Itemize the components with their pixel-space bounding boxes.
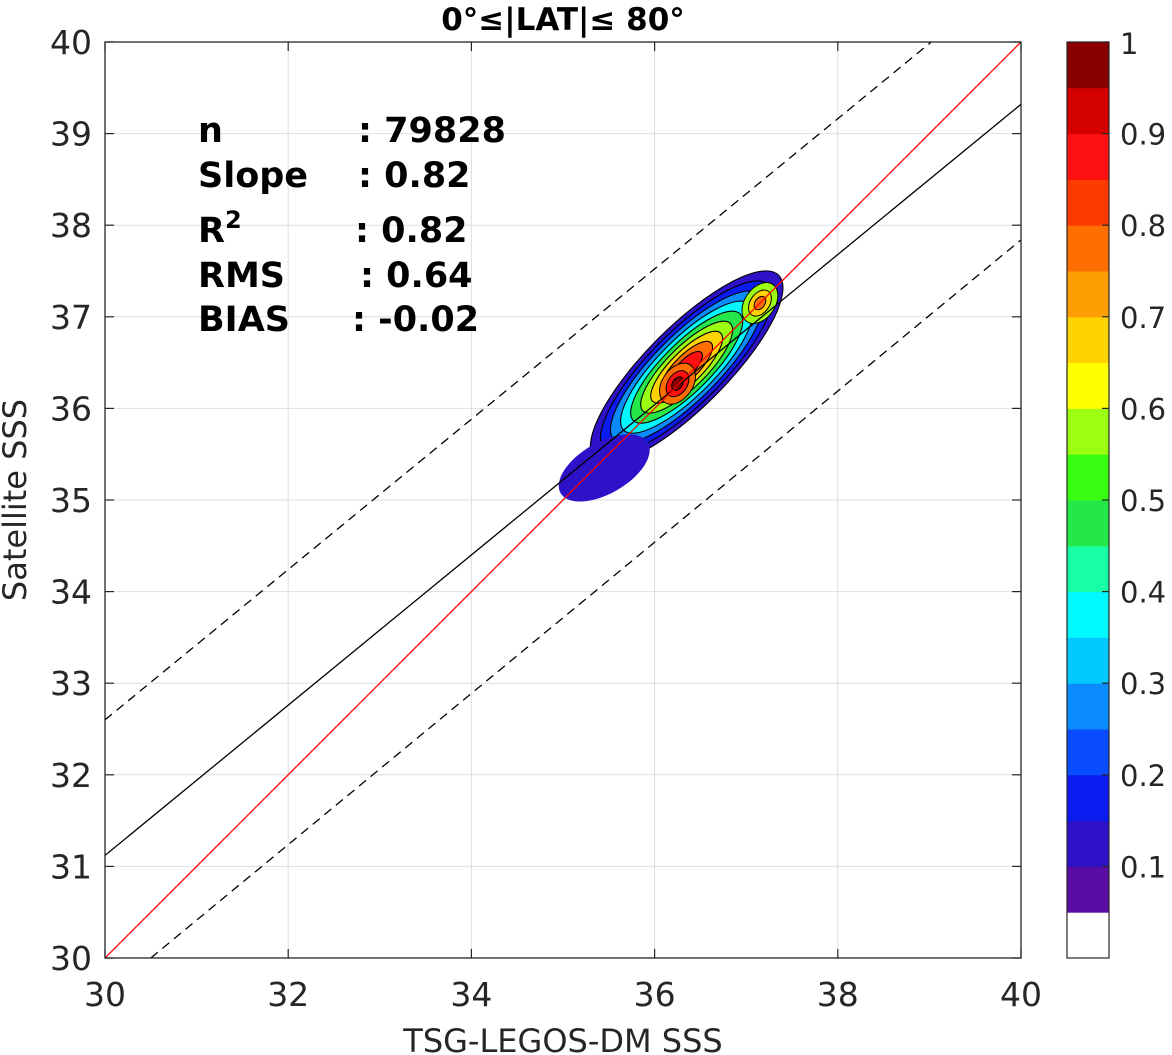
colorbar-swatch — [1067, 225, 1109, 272]
y-tick-label: 39 — [50, 115, 92, 154]
y-tick-label: 40 — [50, 23, 92, 62]
x-tick-label: 38 — [817, 975, 859, 1014]
colorbar-swatch — [1067, 87, 1109, 135]
colorbar-swatch — [1067, 179, 1109, 226]
chart-title: 0°≤|LAT|≤ 80° — [441, 2, 685, 38]
y-tick-label: 33 — [50, 664, 92, 703]
y-tick-label: 37 — [50, 298, 92, 337]
colorbar-tick-label: 0.4 — [1120, 576, 1166, 610]
colorbar-swatch — [1067, 683, 1109, 730]
stat-value: : -0.02 — [352, 300, 479, 340]
colorbar-swatch — [1067, 316, 1109, 364]
y-tick-label: 35 — [50, 481, 92, 520]
one-to-one-line — [105, 42, 1021, 958]
colorbar-swatch — [1067, 637, 1109, 684]
x-axis-label: TSG-LEGOS-DM SSS — [402, 1022, 722, 1055]
colorbar-tick-label: 0.8 — [1120, 209, 1166, 243]
colorbar-swatch — [1067, 42, 1109, 89]
colorbar-swatch — [1067, 408, 1109, 455]
y-tick-label: 38 — [50, 206, 92, 245]
grid — [104, 41, 1022, 959]
colorbar-swatch — [1067, 500, 1109, 547]
lower-bound-line — [150, 239, 1021, 958]
stat-value: : 79828 — [358, 111, 506, 151]
colorbar-tick-label: 0.7 — [1120, 301, 1166, 335]
y-axis-label: Satellite SSS — [0, 399, 34, 601]
colorbar-tick-label: 0.1 — [1120, 850, 1166, 884]
colorbar: 0.1 0.2 0.3 0.4 0.5 0.6 0.7 0.8 0.9 1 — [1066, 27, 1166, 959]
colorbar-swatch — [1067, 866, 1109, 913]
stat-label: BIAS — [198, 300, 290, 340]
y-tick-label: 34 — [50, 573, 92, 612]
reference-lines — [105, 42, 1021, 958]
density-contours — [558, 270, 784, 502]
y-tick-label: 32 — [50, 756, 92, 795]
stat-value: : 0.64 — [360, 256, 473, 296]
stat-value: : 0.82 — [355, 211, 468, 251]
x-tick-label: 30 — [84, 975, 126, 1014]
density-contour — [558, 434, 650, 502]
colorbar-tick-label: 1 — [1120, 27, 1138, 61]
colorbar-swatch — [1067, 774, 1109, 822]
x-tick-label: 32 — [267, 975, 309, 1014]
axis-ticks: 30 32 34 36 38 40 30 31 32 33 34 35 36 37 38 39 40 — [50, 23, 1042, 1014]
colorbar-swatch — [1067, 271, 1109, 318]
colorbar-swatch — [1067, 729, 1109, 776]
y-tick-label: 36 — [50, 389, 92, 428]
colorbar-swatch — [1067, 133, 1109, 180]
colorbar-swatch — [1067, 454, 1109, 501]
colorbar-swatch — [1067, 362, 1109, 409]
colorbar-swatch — [1067, 545, 1109, 593]
fit-line — [105, 103, 1021, 856]
colorbar-tick-label: 0.2 — [1120, 759, 1166, 793]
x-tick-label: 36 — [634, 975, 676, 1014]
y-tick-label: 31 — [50, 847, 92, 886]
colorbar-tick-label: 0.9 — [1120, 118, 1166, 152]
colorbar-swatch — [1067, 912, 1109, 959]
upper-bound-line — [105, 42, 932, 721]
stat-label: RMS — [198, 256, 285, 296]
stat-label: n — [198, 111, 223, 151]
stat-label: Slope — [198, 156, 308, 196]
colorbar-tick-label: 0.6 — [1120, 392, 1166, 426]
x-tick-label: 40 — [1000, 975, 1042, 1014]
y-tick-label: 30 — [50, 939, 92, 978]
colorbar-swatch — [1067, 591, 1109, 638]
colorbar-tick-label: 0.3 — [1120, 667, 1166, 701]
x-tick-label: 34 — [450, 975, 492, 1014]
colorbar-swatch — [1067, 820, 1109, 867]
colorbar-tick-label: 0.5 — [1120, 484, 1166, 518]
stat-value: : 0.82 — [358, 156, 471, 196]
